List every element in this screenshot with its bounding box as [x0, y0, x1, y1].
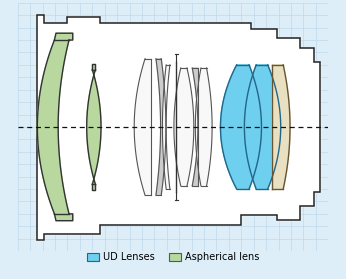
Polygon shape [134, 59, 151, 195]
Polygon shape [37, 15, 320, 240]
Polygon shape [272, 65, 290, 189]
Polygon shape [192, 68, 198, 186]
Polygon shape [195, 68, 212, 186]
Polygon shape [87, 69, 101, 184]
Polygon shape [174, 68, 194, 186]
Polygon shape [244, 65, 281, 189]
Polygon shape [54, 214, 73, 221]
Polygon shape [54, 33, 73, 40]
Polygon shape [92, 64, 95, 69]
Polygon shape [37, 40, 69, 214]
Polygon shape [163, 65, 170, 189]
Polygon shape [220, 65, 262, 189]
Legend: UD Lenses, Aspherical lens: UD Lenses, Aspherical lens [83, 248, 263, 266]
Polygon shape [156, 59, 166, 195]
Polygon shape [92, 184, 95, 190]
